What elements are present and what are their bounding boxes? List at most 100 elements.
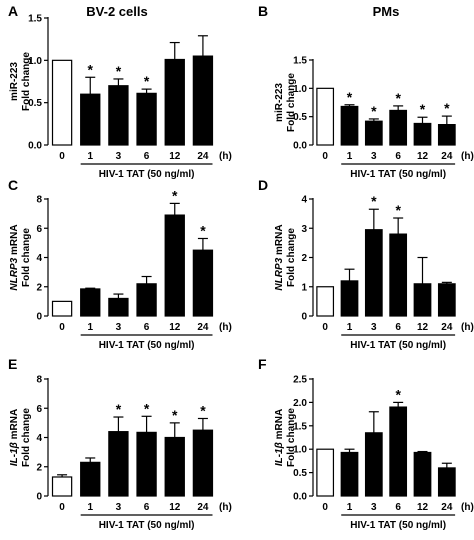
x-tick-label: 6: [144, 151, 150, 162]
y-axis-label-line: Fold change: [286, 73, 297, 132]
x-axis-label: HIV-1 TAT (50 ng/ml): [99, 340, 195, 351]
bar-1h: [80, 93, 101, 146]
y-tick-label: 0: [301, 312, 307, 323]
bar-24h: [437, 123, 456, 146]
significance-star: *: [395, 90, 401, 106]
bar-12h: [413, 451, 432, 497]
x-unit-label: (h): [461, 151, 474, 162]
x-unit-label: (h): [219, 322, 232, 333]
y-tick-label: 6: [36, 224, 42, 235]
y-tick-label: 2: [301, 253, 307, 264]
bar-24h: [192, 429, 214, 497]
y-axis-label-text: miR-223: [9, 62, 20, 101]
bar-0h: [316, 286, 335, 317]
significance-star: *: [88, 61, 94, 77]
bar-0h: [51, 59, 73, 146]
y-axis-label-text: NLRP3: [9, 257, 20, 290]
x-tick-label: 3: [371, 502, 377, 513]
y-axis-label-line: Fold change: [21, 228, 32, 287]
bar-6h: [389, 406, 408, 497]
bar-0h: [316, 448, 335, 497]
significance-star: *: [395, 202, 401, 218]
y-tick-label: 1.5: [28, 14, 42, 25]
panel-letter: C: [8, 177, 18, 193]
panel-letter: F: [258, 356, 267, 372]
y-tick-label: 0: [36, 492, 42, 503]
y-axis-label-suffix: mRNA: [9, 409, 20, 442]
bar-6h: [136, 283, 157, 317]
significance-star: *: [444, 100, 450, 116]
x-tick-label: 12: [417, 502, 429, 513]
bar-3h: [108, 431, 129, 497]
x-tick-label: 0: [322, 502, 328, 513]
bar-24h: [192, 55, 214, 146]
bar-6h: [389, 109, 408, 146]
x-tick-label: 12: [169, 151, 181, 162]
panel-letter: E: [8, 356, 17, 372]
y-axis-label-line: Fold change: [286, 408, 297, 467]
y-axis-label-text: NLRP3: [274, 257, 285, 290]
y-axis-label-text: Fold change: [286, 228, 297, 287]
significance-star: *: [371, 103, 377, 119]
x-tick-label: 24: [441, 322, 453, 333]
bar-6h: [389, 233, 408, 317]
x-tick-label: 1: [87, 322, 93, 333]
significance-star: *: [116, 63, 122, 79]
x-tick-label: 0: [322, 322, 328, 333]
significance-star: *: [371, 193, 377, 209]
bar-6h: [136, 92, 157, 146]
x-tick-label: 0: [322, 151, 328, 162]
significance-star: *: [347, 89, 353, 105]
y-axis-label-text: IL-1β: [9, 442, 20, 466]
y-axis-label: IL-1β mRNAFold change: [274, 408, 297, 467]
x-tick-label: 24: [441, 502, 453, 513]
y-tick-label: 3: [301, 224, 307, 235]
y-axis-label-line: Fold change: [21, 52, 32, 111]
y-axis-label-suffix: mRNA: [274, 224, 285, 257]
x-tick-label: 24: [197, 151, 209, 162]
y-tick-label: 0.5: [293, 468, 307, 479]
panel-b: B PMs 0.0 0.5 1.0 1.5 miR-223Fold change 0 * 1 * 3 *…: [258, 3, 474, 180]
y-tick-label: 0.0: [28, 141, 42, 152]
bar-12h: [413, 283, 432, 317]
bar-12h: [164, 58, 185, 146]
significance-star: *: [116, 401, 122, 417]
bar-1h: [340, 280, 359, 317]
significance-star: *: [420, 101, 426, 117]
bar-24h: [437, 283, 456, 317]
x-tick-label: 0: [59, 502, 65, 513]
x-tick-label: 1: [347, 502, 353, 513]
panel-letter: A: [8, 3, 18, 19]
panel-title: PMs: [373, 4, 400, 19]
y-axis-label-text: miR-223: [274, 83, 285, 122]
y-axis-label-line: miR-223: [9, 62, 20, 101]
y-tick-label: 0.5: [28, 98, 42, 109]
x-tick-label: 0: [59, 151, 65, 162]
x-tick-label: 6: [144, 502, 150, 513]
x-unit-label: (h): [461, 502, 474, 513]
significance-star: *: [172, 187, 178, 203]
x-unit-label: (h): [219, 502, 232, 513]
x-tick-label: 3: [116, 502, 122, 513]
y-axis-label-suffix: mRNA: [9, 224, 20, 257]
bar-24h: [192, 249, 214, 317]
y-tick-label: 8: [36, 195, 42, 206]
y-axis-label-line: IL-1β mRNA: [9, 409, 20, 466]
y-tick-label: 2: [36, 282, 42, 293]
y-tick-label: 4: [301, 195, 307, 206]
y-tick-label: 1.5: [293, 421, 307, 432]
panel-letter: D: [258, 177, 268, 193]
y-axis-label-line: IL-1β mRNA: [274, 409, 285, 466]
x-tick-label: 12: [417, 322, 429, 333]
bar-1h: [340, 105, 359, 146]
significance-star: *: [200, 402, 206, 418]
significance-star: *: [395, 386, 401, 402]
y-tick-label: 4: [36, 433, 42, 444]
bar-3h: [108, 297, 129, 317]
y-tick-label: 1.0: [28, 56, 42, 67]
y-axis-label-text: Fold change: [286, 73, 297, 132]
x-axis-label: HIV-1 TAT (50 ng/ml): [350, 169, 446, 180]
